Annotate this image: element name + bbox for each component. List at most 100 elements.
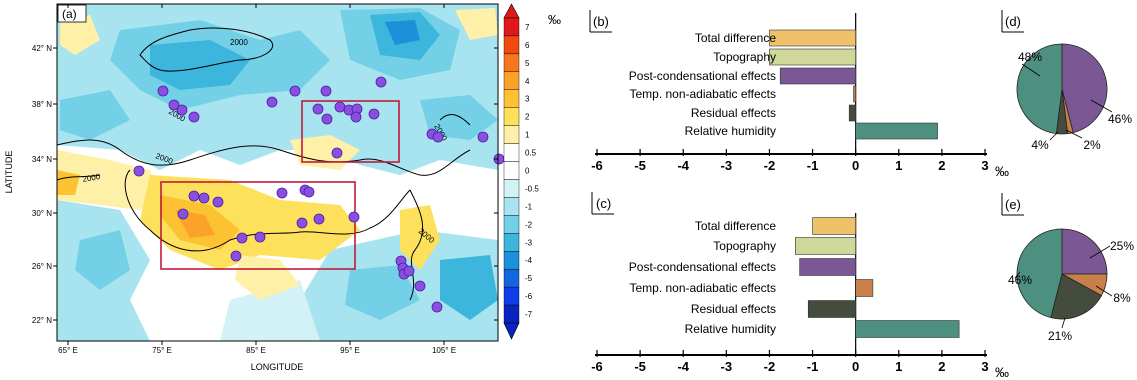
map-ticks [53,4,498,345]
bar-chart-b: Total difference Topography Post-condensat… [591,13,1009,179]
station-marker [188,190,200,202]
colorbar-segment [503,71,520,90]
y-tick-label: 22° N [32,316,52,325]
pie-slice [1016,43,1063,135]
map-x-tick-labels: 65° E 75° E 85° E 95° E 105° E [58,346,456,355]
station-marker [348,211,360,223]
map-x-axis-label: LONGITUDE [251,362,304,372]
station-marker [188,111,200,123]
pie-slice [1061,228,1108,275]
colorbar-bottom-arrow [503,322,520,340]
panel-b-label: (b) [593,14,609,29]
station-marker [431,301,443,313]
station-marker [403,265,415,277]
station-marker [321,113,333,125]
pie-slice-label: 48% [1018,50,1042,64]
colorbar-level-label: -5 [525,274,533,283]
colorbar-level-label: -3 [525,238,533,247]
category-label: Temp. non-adiabatic effects [629,87,776,101]
station-markers [133,76,505,313]
category-label: Relative humidity [685,124,776,138]
pie-slice-label: 46% [1108,112,1132,126]
x-tick-label: -2 [764,158,776,173]
bar [855,279,874,297]
pie-leader-line [1049,131,1059,141]
x-tick-label: 3 [981,359,988,374]
pie-chart-e: 25% 8% 21% 46% [1008,228,1134,343]
colorbar-segment [503,233,520,252]
x-tick-label: 3 [981,158,988,173]
colorbar-segment [503,286,520,306]
x-tick-label: 95° E [340,346,360,355]
station-marker [331,147,343,159]
map-panel-label-box [57,4,87,23]
x-axis-unit: ‰ [995,364,1009,380]
x-tick-label: 0 [852,359,859,374]
x-tick-label: -5 [634,359,646,374]
category-label: Topography [713,239,776,253]
map-y-axis-label: LATITUDE [4,151,14,194]
y-tick-label: 42° N [32,44,52,53]
bar [855,320,960,338]
colorbar-level-label: 0.5 [525,149,537,158]
station-marker [313,213,325,225]
x-tick-label: -4 [677,359,689,374]
x-tick-label: 1 [895,158,902,173]
station-marker [477,131,489,143]
y-tick-label: 38° N [32,100,52,109]
panel-d-label-bracket [1001,10,1024,33]
station-marker [368,108,380,120]
y-tick-label: 26° N [32,262,52,271]
station-marker [198,192,210,204]
bar [855,122,938,140]
station-marker [276,187,288,199]
panel-e-label-bracket [1001,193,1024,216]
station-marker [414,280,426,292]
colorbar-segment [503,107,520,126]
x-tick-label: 65° E [58,346,78,355]
pie-leader-line [1065,129,1083,139]
bar-panel-b: (b) Total difference Topography Post-conde… [589,10,1009,179]
pie-panel-e: (e) 25% 8% 21% 46% [1001,193,1134,343]
colorbar-level-label: -7 [525,310,533,319]
category-label: Post-condensational effects [629,69,776,83]
category-label: Post-condensational effects [629,260,776,274]
bar-panel-c: (c) Total difference Topography Post-conde… [591,192,1009,380]
pie-slice-label: 2% [1083,138,1101,152]
colorbar-segment [503,179,520,198]
colorbar-level-label: 7 [525,23,530,32]
colorbar-segment [503,304,520,324]
station-marker [157,85,169,97]
colorbar-unit: ‰ [548,12,561,27]
pie-slice [1061,43,1108,134]
station-marker [303,186,315,198]
bar-chart-c: Total difference Topography Post-condensat… [591,213,1009,380]
colorbar-segment [503,161,520,180]
colorbar-level-label: 4 [525,77,530,86]
x-tick-label: -6 [591,158,603,173]
bar [799,258,856,276]
pie-leader-line [1021,63,1041,77]
bar [848,104,856,122]
station-marker [133,165,145,177]
map-frame [56,3,499,342]
colorbar-level-label: -6 [525,292,533,301]
x-axis-unit: ‰ [995,163,1009,179]
x-tick-label: 105° E [432,346,456,355]
station-marker [296,217,308,229]
pie-slice-label: 25% [1110,239,1134,253]
pie-panel-d: (d) 46% 2% 4% 48% [1001,10,1132,152]
colorbar-segment [503,125,520,144]
x-tick-label: -6 [591,359,603,374]
station-marker [266,96,278,108]
station-marker [375,76,387,88]
panel-e-label: (e) [1005,197,1021,212]
pie-slice-label: 8% [1113,291,1131,305]
station-marker [312,103,324,115]
category-label: Residual effects [691,302,776,316]
colorbar-level-label: -1 [525,202,533,211]
station-marker [177,208,189,220]
pie-slice-label: 4% [1031,138,1049,152]
station-marker [334,101,346,113]
